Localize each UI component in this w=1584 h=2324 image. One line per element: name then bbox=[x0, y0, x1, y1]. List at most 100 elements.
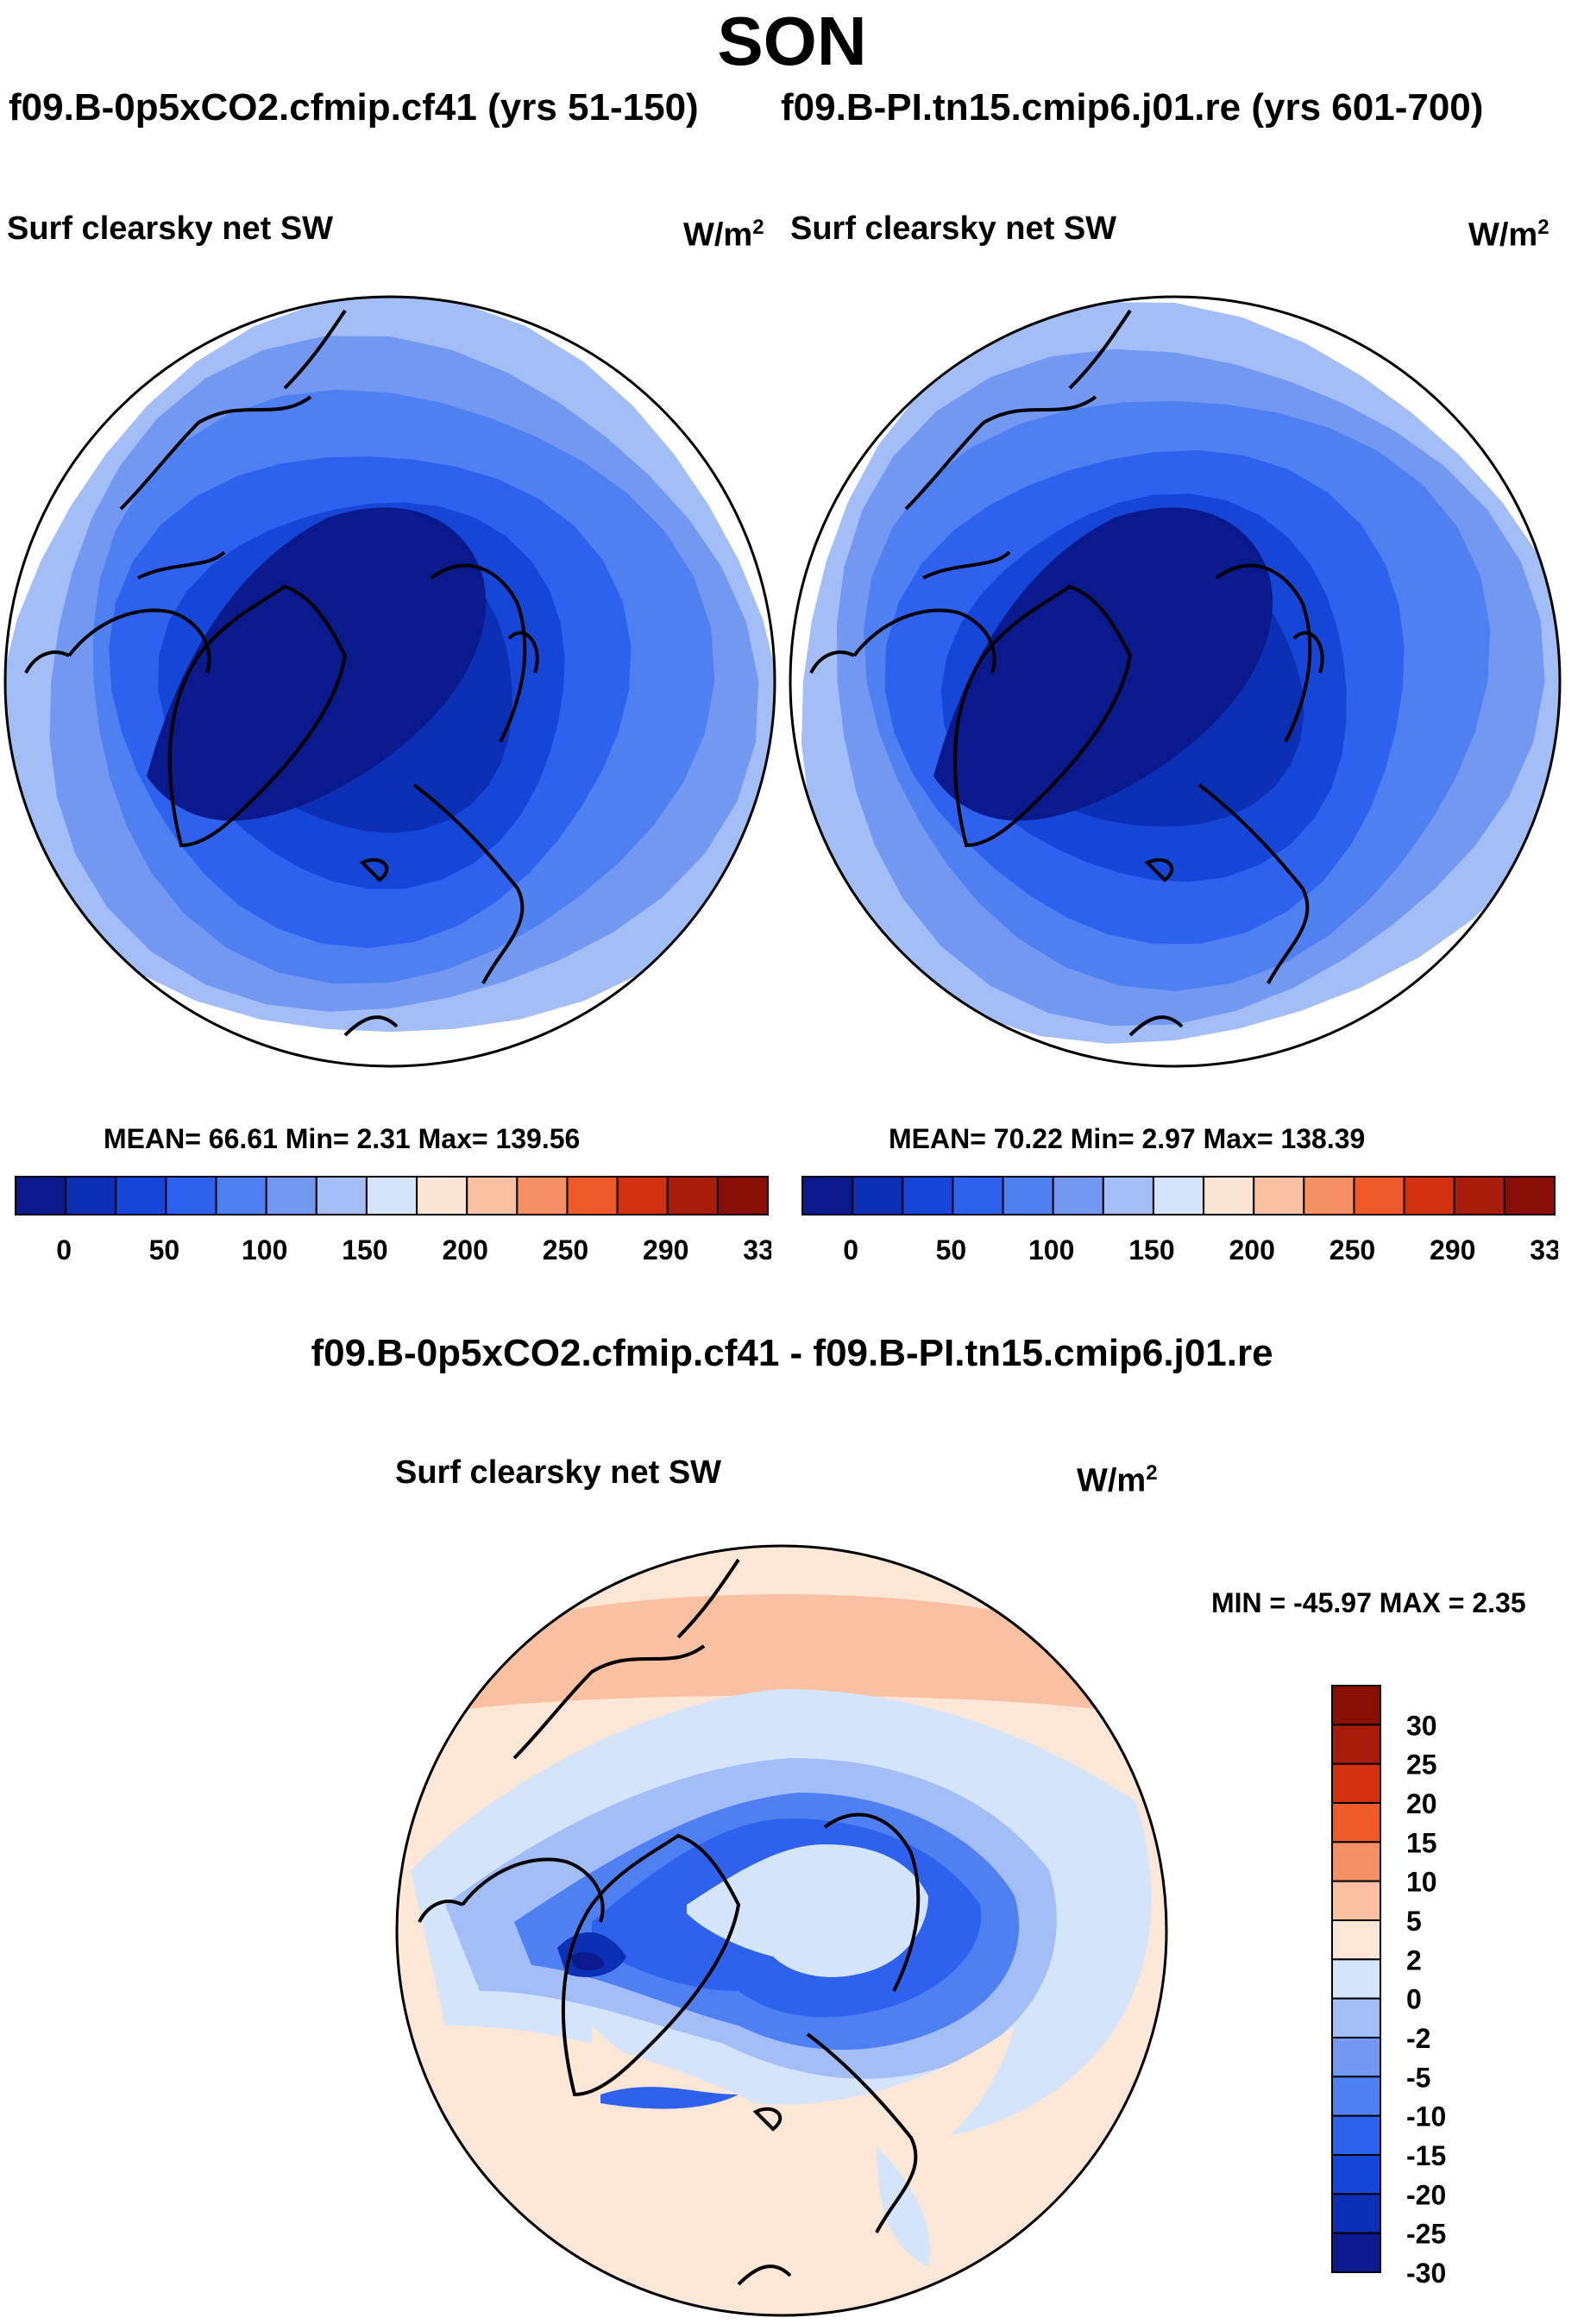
colorbar-tick-label: 25 bbox=[1406, 1749, 1437, 1781]
colorbar-box bbox=[466, 1176, 519, 1215]
map-1-field bbox=[5, 297, 775, 1033]
colorbar-tick-label: 20 bbox=[1406, 1788, 1437, 1819]
colorbar-box bbox=[1253, 1176, 1305, 1215]
colorbar-box bbox=[15, 1176, 67, 1215]
colorbar-tick-label: 50 bbox=[936, 1234, 967, 1266]
map-diff-field bbox=[397, 1546, 1166, 2315]
colorbar-tick-label: -15 bbox=[1406, 2140, 1446, 2171]
colorbar-box bbox=[265, 1176, 317, 1215]
colorbar-box bbox=[1503, 1176, 1556, 1215]
colorbar-box bbox=[566, 1176, 619, 1215]
colorbar-tick-label: 10 bbox=[1406, 1867, 1437, 1898]
colorbar-box bbox=[1331, 1724, 1381, 1765]
colorbar-box bbox=[801, 1176, 854, 1215]
colorbar-box bbox=[115, 1176, 167, 1215]
colorbar-tick-label: 0 bbox=[56, 1234, 72, 1266]
map-2-field bbox=[801, 302, 1560, 1044]
colorbar-box bbox=[1331, 1880, 1381, 1922]
colorbar-tick-label: -25 bbox=[1406, 2219, 1446, 2250]
panel-2-units: W/m2 bbox=[1468, 216, 1549, 254]
diff-title: f09.B-0p5xCO2.cfmip.cf41 - f09.B-PI.tn15… bbox=[311, 1332, 1273, 1374]
polar-map-diff bbox=[395, 1544, 1168, 2317]
colorbar-tick-label: 290 bbox=[643, 1234, 688, 1266]
colorbar-box bbox=[1331, 2037, 1381, 2078]
colorbar-tick-label: 250 bbox=[1329, 1234, 1375, 1266]
colorbar-box bbox=[416, 1176, 468, 1215]
colorbar-2-ticks: 0 50 100 150 200 250 290 330 bbox=[843, 1234, 1558, 1266]
colorbar-box bbox=[1331, 1958, 1381, 2000]
panel-2-stats: MEAN= 70.22 Min= 2.97 Max= 138.39 bbox=[889, 1123, 1366, 1154]
colorbar-box bbox=[215, 1176, 267, 1215]
panel-3-units: W/m2 bbox=[1077, 1461, 1158, 1499]
colorbar-tick-label: 150 bbox=[1128, 1234, 1174, 1266]
map-2-border bbox=[789, 295, 1562, 1068]
colorbar-tick-label: 0 bbox=[1406, 1984, 1422, 2015]
colorbar-box bbox=[1331, 1841, 1381, 1882]
colorbar-2-boxes bbox=[801, 1176, 1556, 1215]
colorbar-1-ticks: 0 50 100 150 200 250 290 330 bbox=[56, 1234, 771, 1266]
colorbar-tick-label: 50 bbox=[149, 1234, 180, 1266]
colorbar-box bbox=[315, 1176, 368, 1215]
figure-title: SON bbox=[717, 3, 867, 79]
colorbar-diff-boxes bbox=[1331, 1685, 1381, 2274]
colorbar-tick-label: -2 bbox=[1406, 2023, 1430, 2054]
case-b-title: f09.B-PI.tn15.cmip6.j01.re (yrs 601-700) bbox=[781, 86, 1484, 129]
colorbar-tick-label: 290 bbox=[1430, 1234, 1475, 1266]
colorbar-box bbox=[1331, 1919, 1381, 1961]
colorbar-tick-label: 150 bbox=[342, 1234, 387, 1266]
colorbar-2: 0 50 100 150 200 250 290 330 bbox=[801, 1176, 1558, 1266]
map-diff-coastlines bbox=[418, 1558, 921, 2286]
colorbar-tick-label: 100 bbox=[242, 1234, 287, 1266]
colorbar-box bbox=[516, 1176, 569, 1215]
map-1-border bbox=[3, 295, 776, 1068]
colorbar-tick-label: 5 bbox=[1406, 1906, 1422, 1937]
colorbar-box bbox=[716, 1176, 769, 1215]
colorbar-box bbox=[1331, 2114, 1381, 2156]
colorbar-box bbox=[1152, 1176, 1205, 1215]
panel-2-label: Surf clearsky net SW bbox=[790, 210, 1117, 247]
colorbar-tick-label: 0 bbox=[843, 1234, 858, 1266]
polar-map-1 bbox=[3, 295, 776, 1068]
colorbar-box bbox=[165, 1176, 217, 1215]
colorbar-box bbox=[1331, 2076, 1381, 2117]
colorbar-box bbox=[1002, 1176, 1054, 1215]
panel-3-stats: MIN = -45.97 MAX = 2.35 bbox=[1211, 1587, 1526, 1618]
case-a-title: f09.B-0p5xCO2.cfmip.cf41 (yrs 51-150) bbox=[9, 86, 699, 129]
colorbar-tick-label: 15 bbox=[1406, 1827, 1437, 1858]
colorbar-box bbox=[616, 1176, 669, 1215]
colorbar-box bbox=[1331, 1685, 1381, 1726]
colorbar-1: 0 50 100 150 200 250 290 330 bbox=[15, 1176, 771, 1266]
colorbar-box bbox=[1331, 1802, 1381, 1843]
colorbar-tick-label: 2 bbox=[1406, 1944, 1422, 1975]
colorbar-tick-label: 330 bbox=[1530, 1234, 1558, 1266]
colorbar-box bbox=[1331, 2154, 1381, 2195]
colorbar-box bbox=[1203, 1176, 1255, 1215]
map-diff-border bbox=[395, 1544, 1168, 2317]
map-2-coastlines bbox=[809, 309, 1324, 1037]
colorbar-box bbox=[65, 1176, 117, 1215]
colorbar-tick-label: 100 bbox=[1028, 1234, 1074, 1266]
colorbar-box bbox=[1453, 1176, 1505, 1215]
colorbar-tick-label: 330 bbox=[743, 1234, 771, 1266]
colorbar-tick-label: 200 bbox=[443, 1234, 488, 1266]
field-core bbox=[933, 507, 1273, 821]
colorbar-box bbox=[1102, 1176, 1154, 1215]
colorbar-tick-label: -5 bbox=[1406, 2062, 1430, 2093]
colorbar-box bbox=[1403, 1176, 1455, 1215]
colorbar-box bbox=[1303, 1176, 1355, 1215]
colorbar-box bbox=[365, 1176, 418, 1215]
colorbar-tick-label: -20 bbox=[1406, 2179, 1446, 2210]
colorbar-box bbox=[1353, 1176, 1405, 1215]
colorbar-box bbox=[1331, 2232, 1381, 2274]
colorbar-box bbox=[902, 1176, 954, 1215]
colorbar-box bbox=[1331, 1997, 1381, 2038]
colorbar-tick-label: 200 bbox=[1229, 1234, 1275, 1266]
colorbar-1-boxes bbox=[15, 1176, 769, 1215]
colorbar-box bbox=[1331, 2193, 1381, 2234]
colorbar-box bbox=[952, 1176, 1004, 1215]
panel-1-label: Surf clearsky net SW bbox=[7, 210, 334, 247]
panel-1-stats: MEAN= 66.61 Min= 2.31 Max= 139.56 bbox=[104, 1123, 581, 1154]
colorbar-box bbox=[1052, 1176, 1104, 1215]
